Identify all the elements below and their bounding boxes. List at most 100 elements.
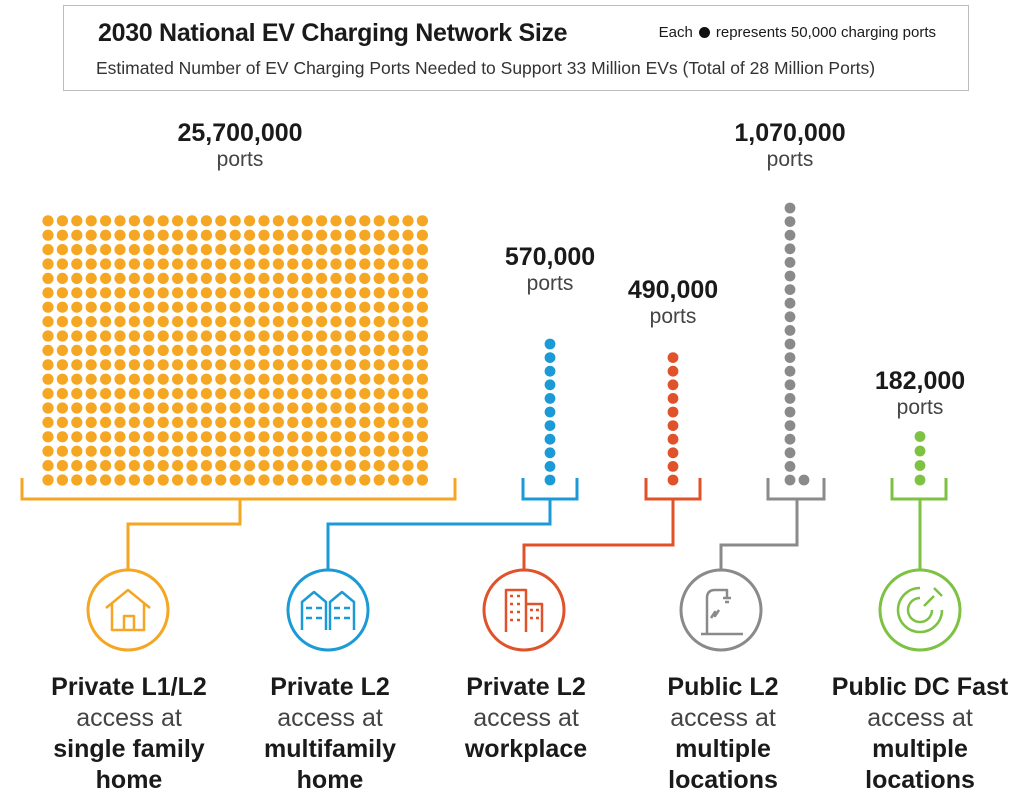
dot-mark-1 bbox=[330, 215, 342, 227]
dot-mark-1 bbox=[200, 244, 212, 256]
dot-mark-1 bbox=[416, 359, 428, 371]
dot-mark-1 bbox=[316, 287, 328, 299]
dot-mark-1 bbox=[186, 229, 198, 241]
dot-mark-1 bbox=[128, 316, 140, 328]
dot-mark-1 bbox=[416, 388, 428, 400]
dot-mark-1 bbox=[114, 445, 126, 457]
dot-mark-1 bbox=[215, 460, 227, 472]
dot-mark-1 bbox=[42, 287, 54, 299]
dot-mark-1 bbox=[359, 359, 371, 371]
dot-mark-1 bbox=[85, 359, 97, 371]
dot-mark-1 bbox=[229, 229, 241, 241]
dot-mark-1 bbox=[416, 431, 428, 443]
dot-mark-4 bbox=[784, 216, 796, 228]
dot-mark-1 bbox=[56, 460, 68, 472]
dot-mark-1 bbox=[416, 416, 428, 428]
dot-mark-1 bbox=[172, 460, 184, 472]
dot-mark-3 bbox=[667, 379, 679, 391]
dot-mark-3 bbox=[667, 461, 679, 472]
dot-mark-1 bbox=[373, 215, 385, 227]
value-label-3: 490,000 bbox=[628, 276, 718, 304]
dot-mark-1 bbox=[100, 431, 112, 443]
dot-mark-1 bbox=[287, 330, 299, 342]
dot-mark-1 bbox=[186, 272, 198, 284]
dot-mark-1 bbox=[114, 215, 126, 227]
dot-mark-1 bbox=[316, 258, 328, 270]
chart-subtitle: Estimated Number of EV Charging Ports Ne… bbox=[96, 58, 876, 78]
dot-mark-1 bbox=[71, 316, 83, 328]
dot-mark-1 bbox=[56, 229, 68, 241]
dot-mark-1 bbox=[200, 431, 212, 443]
unit-label-5: ports bbox=[897, 396, 944, 419]
dot-mark-1 bbox=[244, 474, 256, 486]
dot-mark-1 bbox=[157, 301, 169, 313]
dot-mark-1 bbox=[172, 258, 184, 270]
dot-mark-1 bbox=[301, 287, 313, 299]
dot-mark-1 bbox=[56, 344, 68, 356]
chart-legend: Each represents 50,000 charging ports bbox=[659, 24, 936, 41]
dot-mark-1 bbox=[157, 460, 169, 472]
dot-mark-1 bbox=[373, 460, 385, 472]
dot-mark-1 bbox=[128, 301, 140, 313]
dot-mark-1 bbox=[272, 316, 284, 328]
dot-mark-1 bbox=[330, 229, 342, 241]
dot-mark-1 bbox=[157, 373, 169, 385]
dot-mark-1 bbox=[85, 316, 97, 328]
dot-mark-1 bbox=[258, 244, 270, 256]
dot-mark-2 bbox=[544, 406, 556, 418]
unit-label-3: ports bbox=[650, 305, 697, 328]
dot-mark-1 bbox=[258, 344, 270, 356]
dot-mark-1 bbox=[330, 244, 342, 256]
dot-mark-1 bbox=[71, 244, 83, 256]
dot-mark-4 bbox=[784, 447, 796, 459]
dot-mark-1 bbox=[157, 402, 169, 414]
dot-mark-1 bbox=[287, 316, 299, 328]
dot-mark-1 bbox=[287, 229, 299, 241]
apartment-building-icon bbox=[286, 568, 370, 652]
dot-mark-1 bbox=[215, 330, 227, 342]
dot-mark-1 bbox=[229, 431, 241, 443]
dot-mark-1 bbox=[402, 229, 414, 241]
dot-mark-1 bbox=[359, 258, 371, 270]
dot-mark-1 bbox=[143, 287, 155, 299]
dot-mark-1 bbox=[287, 301, 299, 313]
dot-mark-1 bbox=[128, 272, 140, 284]
dot-mark-1 bbox=[71, 373, 83, 385]
dot-mark-1 bbox=[402, 416, 414, 428]
dot-mark-1 bbox=[42, 229, 54, 241]
dot-mark-1 bbox=[301, 272, 313, 284]
dot-mark-1 bbox=[114, 416, 126, 428]
dot-mark-1 bbox=[229, 388, 241, 400]
dot-mark-1 bbox=[258, 445, 270, 457]
dot-mark-1 bbox=[200, 272, 212, 284]
dot-mark-1 bbox=[114, 287, 126, 299]
ev-charger-icon-glyph bbox=[701, 588, 743, 636]
dot-mark-1 bbox=[244, 416, 256, 428]
dot-mark-1 bbox=[114, 431, 126, 443]
dot-mark-1 bbox=[42, 244, 54, 256]
dot-mark-1 bbox=[258, 287, 270, 299]
dot-mark-4 bbox=[784, 420, 796, 431]
dot-mark-1 bbox=[301, 373, 313, 385]
dot-mark-1 bbox=[172, 388, 184, 400]
office-building-icon-glyph bbox=[504, 588, 544, 632]
dot-mark-1 bbox=[56, 431, 68, 443]
dot-mark-1 bbox=[172, 416, 184, 428]
dot-mark-1 bbox=[388, 316, 400, 328]
dot-mark-1 bbox=[301, 431, 313, 443]
dot-mark-1 bbox=[316, 359, 328, 371]
dot-mark-1 bbox=[143, 431, 155, 443]
dot-mark-1 bbox=[344, 229, 356, 241]
dot-mark-1 bbox=[100, 301, 112, 313]
dot-mark-1 bbox=[287, 388, 299, 400]
dot-mark-1 bbox=[388, 215, 400, 227]
dot-mark-1 bbox=[71, 359, 83, 371]
dot-mark-2 bbox=[544, 338, 556, 350]
dot-mark-1 bbox=[42, 460, 54, 472]
dot-mark-1 bbox=[388, 301, 400, 313]
dot-mark-1 bbox=[85, 258, 97, 270]
dot-mark-1 bbox=[373, 402, 385, 414]
dot-mark-1 bbox=[114, 301, 126, 313]
dot-mark-1 bbox=[200, 215, 212, 227]
